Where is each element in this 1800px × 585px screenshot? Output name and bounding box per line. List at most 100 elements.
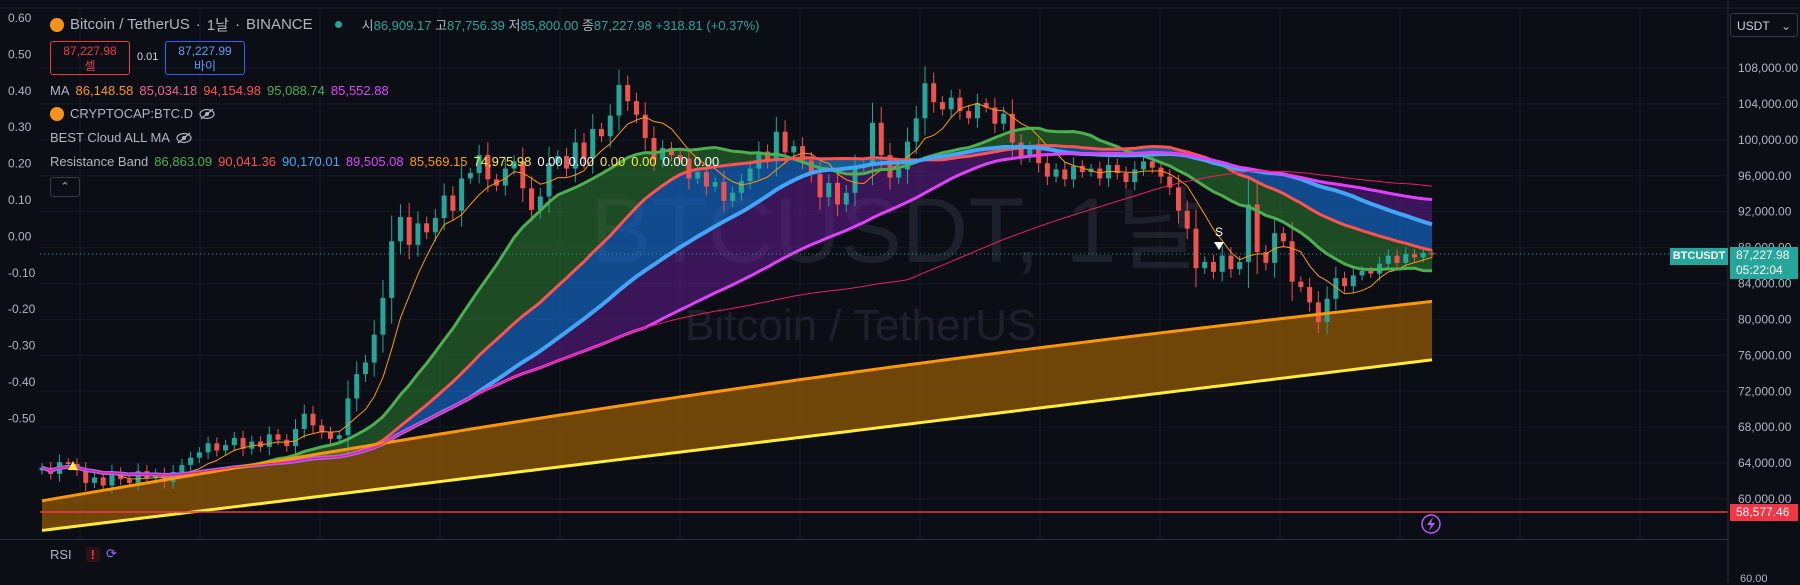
ma-lines	[41, 103, 1433, 532]
buy-button[interactable]: 87,227.99 바이	[165, 41, 245, 75]
candle	[546, 163, 552, 197]
refresh-icon[interactable]: ⟳	[106, 546, 117, 561]
candle	[668, 147, 674, 156]
candle	[109, 472, 115, 486]
bar-countdown: 05:22:04	[1736, 263, 1783, 277]
candle	[1403, 253, 1409, 263]
candle	[712, 182, 718, 187]
candle	[459, 178, 465, 211]
candle	[406, 217, 412, 245]
candle	[65, 462, 71, 464]
last-price-tag: 87,227.98 05:22:04	[1730, 247, 1798, 279]
resistance-legend[interactable]: Resistance Band 86,863.09 90,041.36 90,170…	[50, 154, 725, 169]
cloud-label: BEST Cloud ALL MA	[50, 130, 170, 145]
right-axis-tick: 68,000.00	[1738, 420, 1792, 434]
candle	[537, 196, 543, 210]
ma-legend[interactable]: MA 86,148.58 85,034.18 94,154.98 95,088.74 8…	[50, 83, 395, 98]
candle	[249, 441, 255, 449]
candle	[1071, 165, 1077, 180]
candle	[590, 129, 596, 159]
ma-value: 94,154.98	[203, 83, 262, 98]
warning-icon[interactable]: !	[85, 546, 101, 562]
currency-label: USDT	[1737, 19, 1770, 33]
left-axis-tick: -0.20	[8, 302, 36, 316]
candle	[415, 223, 421, 245]
candle	[380, 297, 386, 335]
candle	[1044, 163, 1050, 177]
candle	[581, 142, 587, 159]
lightning-icon[interactable]	[1421, 514, 1441, 534]
resistance-value: 0.00	[599, 154, 626, 169]
candle	[345, 398, 351, 436]
candle	[319, 425, 325, 433]
candle	[1289, 241, 1295, 282]
eye-hidden-icon[interactable]	[176, 132, 192, 144]
candle	[1123, 173, 1129, 183]
market-status-dot	[334, 21, 342, 28]
ma-value: 85,034.18	[139, 83, 198, 98]
candle	[948, 97, 954, 110]
symbol-name: Bitcoin / TetherUS	[70, 16, 190, 33]
candle	[598, 129, 604, 137]
resistance-value: 0.00	[662, 154, 688, 169]
candle	[1307, 287, 1313, 303]
symbol-legend[interactable]: Bitcoin / TetherUS · 1날 · BINANCE 시86,90…	[50, 14, 759, 35]
sell-button[interactable]: 87,227.98 셀	[50, 41, 130, 75]
collapse-legend-button[interactable]: ⌃	[50, 177, 80, 197]
last-price: 87,227.98	[1736, 248, 1790, 262]
resistance-value: 0.00	[631, 154, 657, 169]
interval[interactable]: 1날	[206, 17, 229, 34]
candle	[695, 172, 701, 179]
candle	[432, 217, 438, 233]
rsi-legend[interactable]: RSI ! ⟳	[50, 546, 117, 562]
cloud-legend[interactable]: BEST Cloud ALL MA	[50, 130, 192, 145]
candle	[293, 428, 299, 447]
candle	[1079, 165, 1085, 173]
left-axis[interactable]: 0.60 0.50 0.40 0.30 0.20 0.10 0.00 -0.10 -0.20 -0…	[8, 11, 36, 425]
candle	[1062, 169, 1068, 180]
ma-value: 85,552.88	[330, 83, 389, 98]
candle	[1368, 270, 1374, 274]
left-axis-tick: 0.10	[8, 193, 32, 207]
candle	[336, 435, 342, 439]
chevron-up-icon: ⌃	[60, 181, 70, 193]
candle	[791, 146, 797, 153]
resistance-value: 0.00	[568, 154, 594, 169]
candle	[205, 443, 211, 453]
currency-select[interactable]: USDT ⌄	[1730, 13, 1798, 37]
candle	[1141, 161, 1147, 170]
btcd-icon	[50, 106, 64, 121]
exchange: BINANCE	[245, 16, 313, 33]
btcd-legend[interactable]: CRYPTOCAP:BTC.D	[50, 106, 215, 121]
candle	[633, 101, 639, 115]
resistance-label: Resistance Band	[50, 154, 149, 169]
resistance-value: 89,505.08	[345, 154, 404, 169]
ma-line-pink	[41, 170, 1433, 476]
candle	[607, 115, 613, 137]
candle	[939, 102, 945, 110]
sell-signal-letter: S	[1215, 225, 1223, 239]
candle	[773, 131, 779, 162]
right-axis-tick: 104,000.00	[1738, 97, 1798, 111]
candle	[258, 441, 264, 447]
candle	[520, 161, 526, 189]
candle	[161, 473, 167, 482]
chevron-down-icon: ⌄	[1780, 19, 1791, 33]
candle	[1053, 169, 1059, 177]
alert-price-tag[interactable]: 58,577.46	[1730, 504, 1798, 521]
right-axis[interactable]: 108,000.00 104,000.00 100,000.00 96,000.00 9…	[1738, 61, 1798, 506]
buy-label: 바이	[193, 59, 217, 73]
candle	[887, 155, 893, 178]
pane-divider[interactable]	[0, 539, 1728, 540]
candle	[100, 477, 106, 486]
right-axis-tick: 84,000.00	[1738, 277, 1792, 291]
eye-hidden-icon[interactable]	[199, 108, 215, 120]
ma-label: MA	[50, 83, 70, 98]
candle	[843, 192, 849, 205]
candle	[310, 413, 316, 426]
left-axis-tick: 0.00	[8, 229, 32, 243]
candle	[223, 445, 229, 451]
candle	[327, 432, 333, 439]
resistance-value: 85,569.15	[409, 154, 468, 169]
